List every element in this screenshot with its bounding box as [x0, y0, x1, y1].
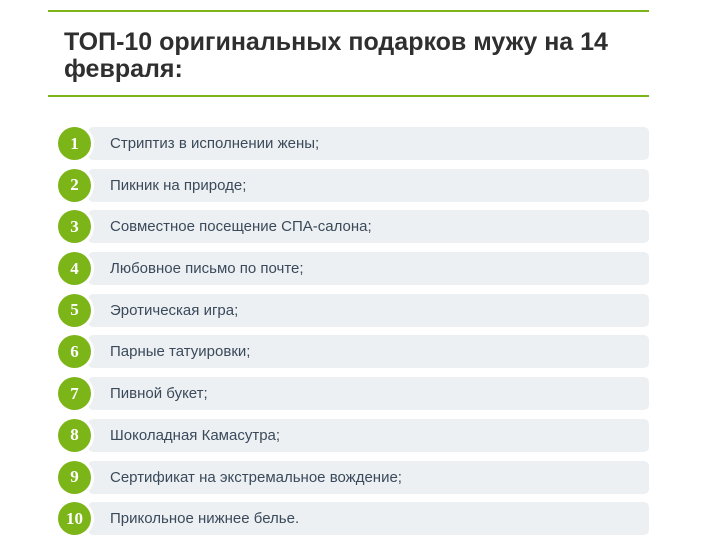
top-divider: [48, 10, 649, 12]
page-title: ТОП-10 оригинальных подарков мужу на 14 …: [64, 28, 608, 83]
list-item-number-badge: 1: [58, 127, 91, 160]
list-item-background: [88, 460, 649, 494]
list-item: 4 Любовное письмо по почте;: [58, 252, 649, 286]
list-item: 3 Совместное посещение СПА-салона;: [58, 210, 649, 244]
list-item: 8 Шоколадная Камасутра;: [58, 418, 649, 452]
list-item: 7 Пивной букет;: [58, 377, 649, 411]
list-item-text: Пивной букет;: [110, 385, 208, 403]
list-item-text: Любовное письмо по почте;: [110, 260, 304, 278]
list-item: 9 Сертификат на экстремальное вождение;: [58, 460, 649, 494]
list-item-text: Сертификат на экстремальное вождение;: [110, 468, 402, 486]
list-item-background: [88, 377, 649, 411]
list-item-number-badge: 4: [58, 252, 91, 286]
list-item: 6 Парные татуировки;: [58, 335, 649, 369]
list-item-number-badge: 6: [58, 335, 91, 369]
list-item-number-badge: 5: [58, 293, 91, 327]
list-item: 1 Стриптиз в исполнении жены;: [58, 127, 649, 160]
list-item: 10 Прикольное нижнее белье.: [58, 502, 649, 536]
list-item-number-badge: 10: [58, 502, 91, 536]
list-item-background: [88, 127, 649, 160]
list-item-number-badge: 7: [58, 377, 91, 411]
list-item-text: Стриптиз в исполнении жены;: [110, 135, 320, 152]
article-card: ТОП-10 оригинальных подарков мужу на 14 …: [48, 10, 649, 97]
list-item-background: [88, 210, 649, 244]
list-item: 5 Эротическая игра;: [58, 293, 649, 327]
list-item-background: [88, 335, 649, 369]
list-item-number-badge: 2: [58, 168, 91, 202]
title-block: ТОП-10 оригинальных подарков мужу на 14 …: [48, 12, 649, 95]
list-item-background: [88, 168, 649, 202]
list-item-text: Пикник на природе;: [110, 176, 247, 194]
list-item-background: [88, 293, 649, 327]
list-item-number-badge: 8: [58, 418, 91, 452]
list-item-background: [88, 502, 649, 536]
list-item-text: Шоколадная Камасутра;: [110, 426, 281, 444]
list-item: 2 Пикник на природе;: [58, 168, 649, 202]
list-item-text: Эротическая игра;: [110, 301, 239, 319]
list-item-text: Парные татуировки;: [110, 343, 251, 361]
bottom-divider: [48, 95, 649, 97]
list-item-background: [88, 252, 649, 286]
gift-list: 1 Стриптиз в исполнении жены; 2 Пикник н…: [58, 127, 649, 544]
list-item-text: Прикольное нижнее белье.: [110, 510, 300, 528]
list-item-text: Совместное посещение СПА-салона;: [110, 218, 372, 236]
list-item-background: [88, 418, 649, 452]
list-item-number-badge: 9: [58, 460, 91, 494]
list-item-number-badge: 3: [58, 210, 91, 244]
